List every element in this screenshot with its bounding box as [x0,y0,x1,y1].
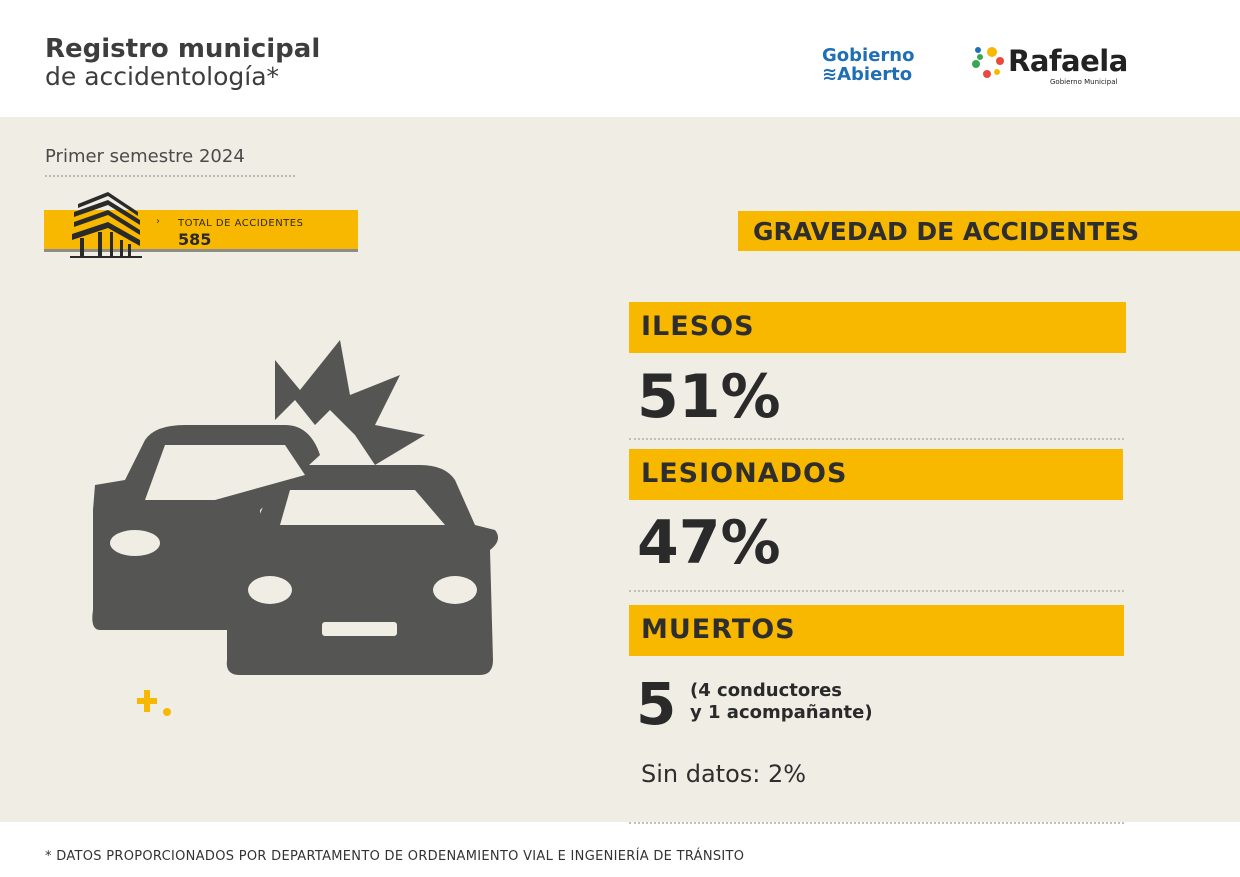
logo-text: Gobierno [822,45,915,66]
period-label: Primer semestre 2024 [45,146,295,177]
sin-datos: Sin datos: 2% [641,760,807,788]
divider [629,590,1124,592]
muertos-value: 5 [636,670,677,738]
ilesos-label: ILESOS [629,302,1126,353]
muertos-label: MUERTOS [629,605,1124,656]
divider [629,438,1124,440]
header: Registro municipal de accidentología* Go… [0,0,1240,117]
page-title: Registro municipal [45,34,321,64]
page-subtitle: de accidentología* [45,62,280,91]
divider [629,822,1124,824]
building-icon [70,192,142,258]
logo-text: Rafaela [1008,44,1128,78]
rafaela-logo[interactable]: Rafaela Gobierno Municipal [970,44,1128,86]
detail-line: y 1 acompañante) [690,702,873,723]
detail-line: (4 conductores [690,680,843,701]
flower-icon [972,47,1004,78]
chevron-right-icon: › [156,216,160,227]
gobierno-abierto-logo[interactable]: Gobierno ≋Abierto [822,46,914,84]
logo-text: Abierto [837,64,913,85]
footer-note: * DATOS PROPORCIONADOS POR DEPARTAMENTO … [45,849,745,864]
ilesos-value: 51% [637,362,781,432]
waves-icon: ≋ [822,64,838,85]
sparkle-icon [137,690,171,716]
lesionados-value: 47% [637,508,781,578]
total-label: TOTAL DE ACCIDENTES [178,218,304,229]
logo-subtext: Gobierno Municipal [1050,78,1118,86]
impact-burst-icon [275,340,425,465]
total-value: 585 [178,230,212,249]
gravedad-title: GRAVEDAD DE ACCIDENTES [738,211,1240,251]
car-crash-illustration [92,340,499,716]
lesionados-label: LESIONADOS [629,449,1123,500]
muertos-detail: (4 conductores y 1 acompañante) [690,680,873,724]
